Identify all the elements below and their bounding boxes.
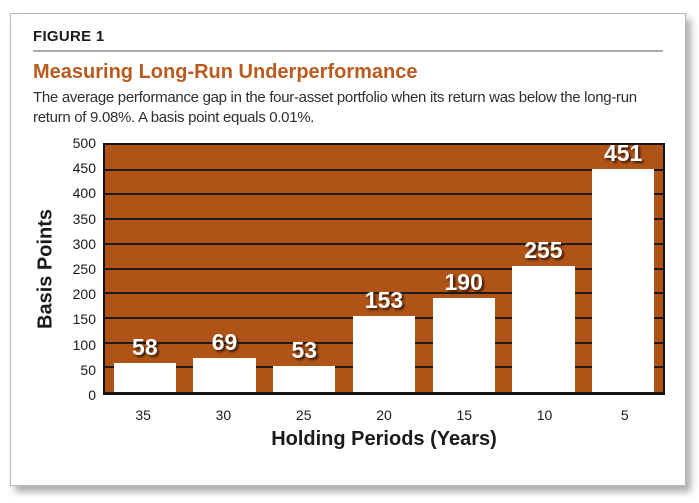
x-tick-label-15: 15 [456,407,473,423]
bar-value-label-35yr: 58 [132,334,158,361]
y-tick-label-300: 300 [72,235,96,252]
x-tick-label-20: 20 [376,407,392,423]
x-tick-label-5: 5 [620,407,629,423]
y-tick-label-100: 100 [72,336,96,353]
bar-15yr [432,298,495,392]
figure-title: Measuring Long-Run Underperformance [33,61,418,83]
y-tick-label-150: 150 [72,311,96,328]
figure-label: FIGURE 1 [33,28,105,45]
gridline-250 [105,267,663,270]
figure-description: The average performance gap in the four-… [33,89,637,126]
bar-30yr [193,357,256,392]
plot-area: 58 69 53 153 190 255 451 [103,140,665,395]
figure-rule [33,50,663,52]
bar-35yr [113,363,176,392]
bar-5yr [592,169,655,392]
bar-value-label-5yr: 451 [603,140,643,167]
bar-10yr [512,266,575,392]
gridline-350 [105,218,663,221]
x-axis-title: Holding Periods (Years) [271,428,497,450]
gridline-200 [105,292,663,295]
bar-value-label-15yr: 190 [444,269,483,296]
x-tick-label-10: 10 [536,407,553,423]
bar-20yr [352,316,416,392]
bar-value-label-10yr: 255 [524,237,563,264]
y-axis-title: Basis Points [34,208,57,330]
bar-value-label-25yr: 53 [291,336,318,363]
y-tick-label-0: 0 [88,387,96,403]
figure-card: FIGURE 1 Measuring Long-Run Underperform… [10,13,686,486]
y-tick-label-500: 500 [72,135,96,151]
x-axis-tick-labels: 35 30 25 20 15 10 5 [103,395,665,423]
x-tick-label-35: 35 [135,407,151,423]
y-tick-label-200: 200 [72,286,96,303]
bar-value-label-20yr: 153 [364,287,404,314]
gridline-450 [105,168,663,171]
bar-25yr [273,365,336,392]
x-tick-label-25: 25 [295,407,312,423]
y-tick-label-350: 350 [72,210,96,227]
y-tick-label-450: 450 [72,160,96,177]
y-axis-tick-labels: 0 50 100 150 200 250 300 350 400 450 500 [59,136,103,402]
gridline-300 [105,242,663,245]
x-tick-label-30: 30 [215,407,232,423]
bar-chart: Basis Points 0 50 100 150 200 250 300 350 400 450… [33,136,665,451]
y-tick-label-400: 400 [72,185,96,202]
gridline-400 [105,193,663,196]
y-tick-label-250: 250 [72,261,96,277]
y-tick-label-50: 50 [80,361,96,378]
bar-value-label-30yr: 69 [211,328,238,355]
